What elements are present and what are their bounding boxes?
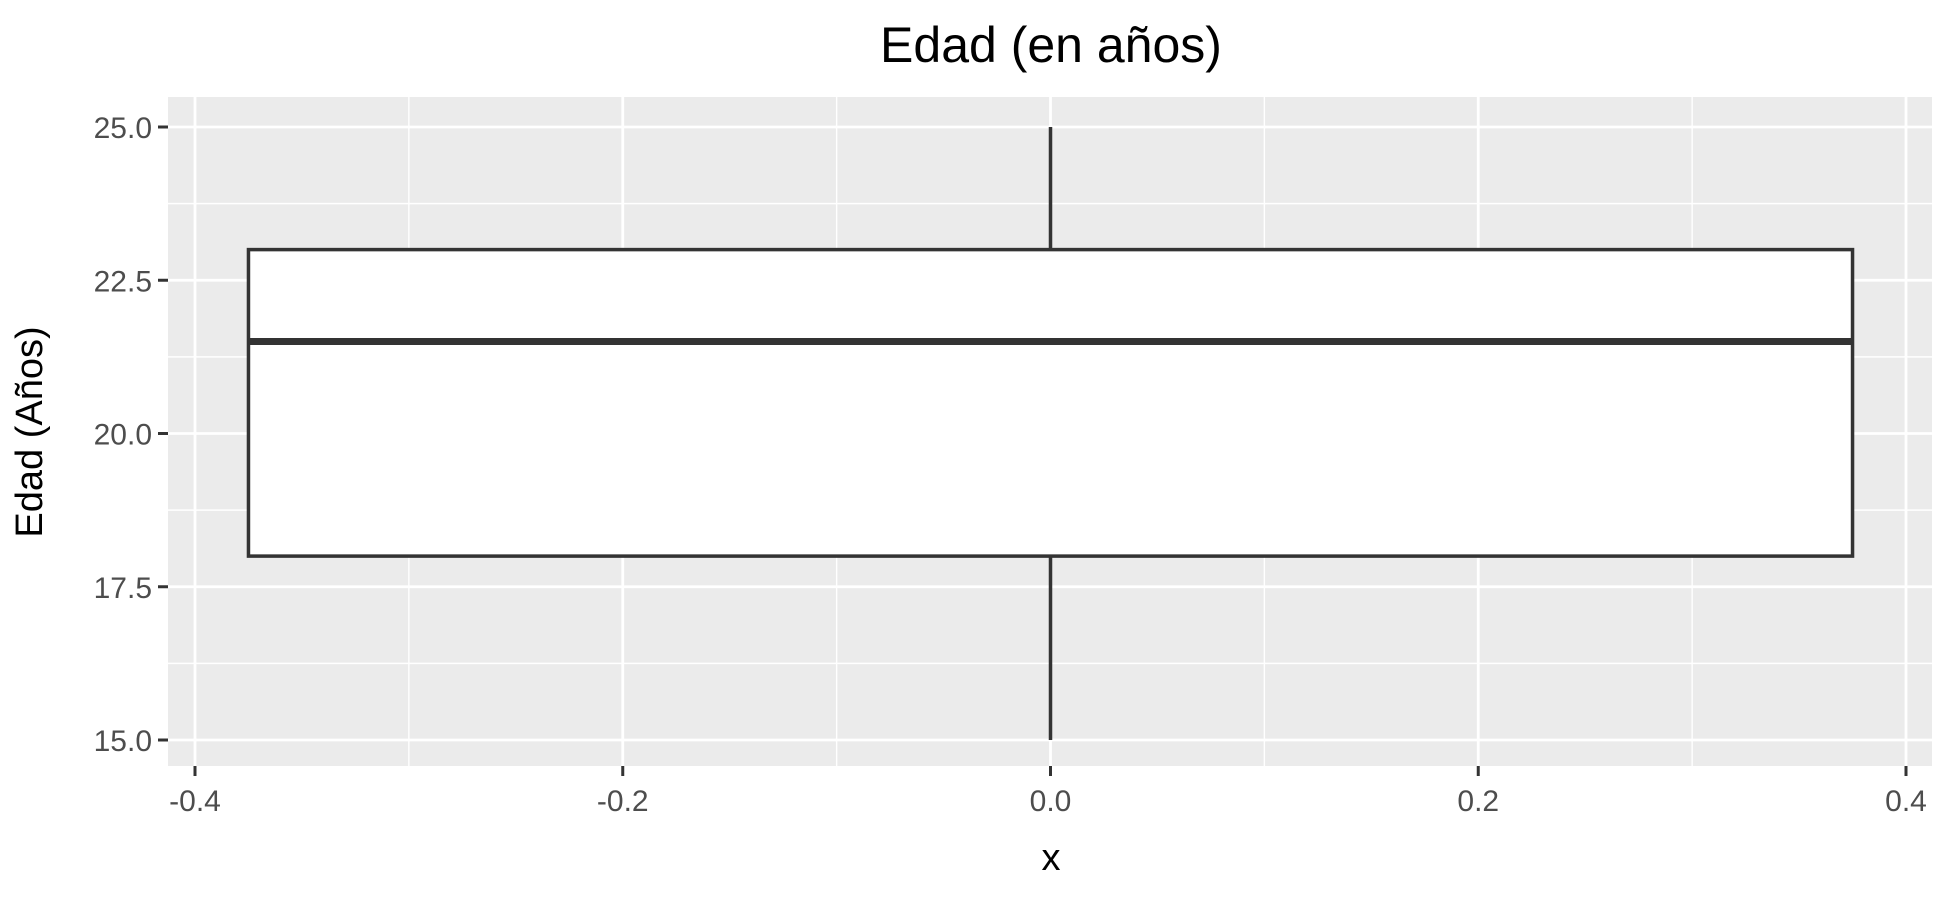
y-axis-title: Edad (Años) — [9, 326, 51, 537]
x-tick-label: -0.2 — [597, 785, 649, 818]
x-tick-label: -0.4 — [169, 785, 221, 818]
y-tick-label: 22.5 — [94, 265, 152, 298]
y-tick-label: 15.0 — [94, 725, 152, 758]
x-tick-label: 0.2 — [1457, 785, 1499, 818]
y-tick-label: 20.0 — [94, 419, 152, 452]
x-tick-label: 0.0 — [1030, 785, 1072, 818]
x-axis: -0.4 -0.2 0.0 0.2 0.4 — [169, 766, 1927, 818]
y-tick-label: 25.0 — [94, 112, 152, 145]
interquartile-box — [246, 247, 1855, 558]
y-axis: 15.0 17.5 20.0 22.5 25.0 — [94, 112, 168, 758]
boxplot — [246, 127, 1855, 740]
chart-title: Edad (en años) — [880, 17, 1222, 73]
x-tick-label: 0.4 — [1885, 785, 1927, 818]
x-axis-title: x — [1042, 837, 1061, 879]
y-tick-label: 17.5 — [94, 572, 152, 605]
